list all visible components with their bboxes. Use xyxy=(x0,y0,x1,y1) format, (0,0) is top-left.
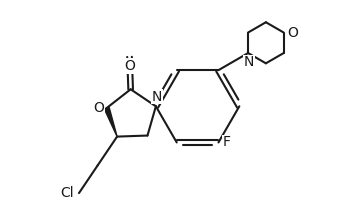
Text: N: N xyxy=(244,55,254,69)
Polygon shape xyxy=(104,107,117,137)
Text: O: O xyxy=(124,59,135,73)
Text: O: O xyxy=(287,26,298,40)
Text: F: F xyxy=(223,136,231,149)
Text: N: N xyxy=(151,90,162,104)
Text: Cl: Cl xyxy=(61,186,74,200)
Text: O: O xyxy=(93,101,105,115)
